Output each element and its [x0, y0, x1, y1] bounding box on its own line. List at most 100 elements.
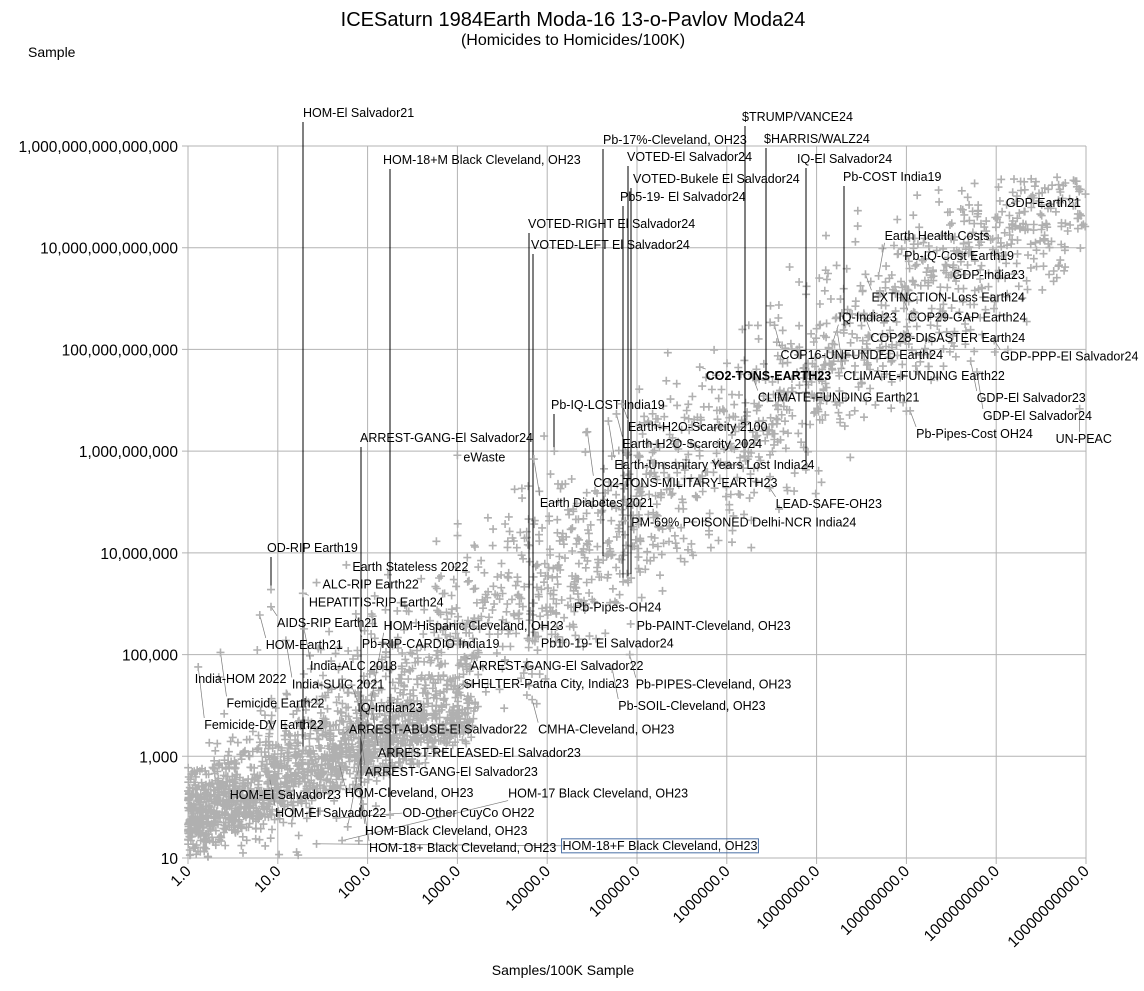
label-connector — [976, 371, 984, 410]
label-connector — [457, 683, 464, 690]
data-point-label: Earth Diabetes 2021 — [540, 496, 654, 510]
data-point-label: ARREST-GANG-El Salvador22 — [471, 659, 644, 673]
data-point-marker — [359, 800, 368, 809]
data-point-label: EXTINCTION-Loss Earth24 — [871, 290, 1025, 304]
data-point-marker — [839, 326, 848, 335]
data-point-label: Pb-IQ-LOST India19 — [551, 398, 665, 412]
data-point-label: COP29-GAP Earth24 — [908, 311, 1027, 325]
label-connector — [358, 786, 366, 824]
data-point-label: HOM-17 Black Cleveland, OH23 — [508, 787, 688, 801]
data-point-marker — [563, 601, 572, 610]
data-point-marker — [214, 673, 223, 682]
data-point-marker — [267, 602, 275, 611]
data-point-label: Earth Health Costs — [885, 229, 990, 243]
label-connector — [268, 775, 276, 807]
label-connector — [270, 606, 278, 616]
data-point-marker — [312, 578, 321, 587]
data-point-marker — [453, 451, 462, 460]
x-tick-label: 10.0 — [251, 863, 285, 897]
data-point-marker — [219, 788, 228, 797]
y-tick-label: 1,000 — [139, 749, 178, 766]
data-point-label: Pb-PAINT-Cleveland, OH23 — [637, 619, 791, 633]
label-connector — [362, 803, 370, 842]
label-connector — [611, 668, 619, 700]
label-connector — [197, 666, 205, 719]
data-point-label: HOM-Hispanic Cleveland, OH23 — [384, 619, 564, 633]
label-connector — [336, 812, 403, 819]
data-point-label: Earth-H2O-Scarcity 2024 — [622, 437, 762, 451]
data-point-label: Pb-SOIL-Cleveland, OH23 — [618, 699, 765, 713]
label-connector — [993, 340, 1001, 350]
data-point-label: VOTED-El Salvador24 — [627, 150, 752, 164]
data-point-marker — [761, 376, 770, 385]
label-connector — [769, 487, 776, 498]
leader-lines — [197, 122, 1081, 847]
label-connector — [863, 314, 871, 331]
data-point-label: eWaste — [463, 450, 505, 464]
data-point-label: GDP-PPP-El Salvador24 — [1000, 349, 1138, 363]
data-point-marker — [608, 665, 617, 674]
x-tick-label: 1000.0 — [419, 863, 465, 909]
data-point-marker — [765, 483, 774, 492]
data-point-label: HOM-Black Cleveland, OH23 — [365, 824, 528, 838]
data-point-marker — [267, 585, 275, 594]
x-tick-label: 10000000000.0 — [1005, 863, 1093, 951]
data-point-marker — [619, 577, 628, 586]
data-point-label: COP28-DISASTER Earth24 — [870, 331, 1025, 345]
data-point-marker — [265, 771, 274, 780]
data-point-label: India-SUIC 2021 — [292, 677, 384, 691]
data-point-label: HOM-El Salvador23 — [230, 788, 341, 802]
data-point-marker — [972, 367, 981, 376]
x-tick-label: 10000000.0 — [754, 863, 824, 933]
label-connector — [832, 324, 839, 344]
data-point-label: LEAD-SAFE-OH23 — [776, 497, 882, 511]
data-point-label: Pb10-19- El Salvador24 — [541, 637, 674, 651]
data-point-marker — [860, 310, 869, 319]
data-point-label: $TRUMP/VANCE24 — [742, 110, 853, 124]
chart-subtitle: (Homicides to Homicides/100K) — [461, 32, 685, 49]
data-point-label: $HARRIS/WALZ24 — [764, 132, 870, 146]
data-point-label: ARREST-ABUSE-El Salvador22 — [349, 722, 528, 736]
data-point-marker — [599, 556, 608, 565]
data-point-label: UN-PEAC — [1056, 432, 1112, 446]
label-connector — [220, 652, 227, 697]
data-point-marker — [747, 370, 756, 379]
data-point-label: India-ALC 2018 — [310, 659, 397, 673]
label-connector — [836, 331, 844, 370]
x-tick-label: 100000.0 — [586, 863, 644, 921]
data-point-marker — [861, 270, 870, 279]
data-point-label: Earth-H2O-Scarcity 2100 — [628, 420, 768, 434]
x-tick-label: 100000000.0 — [837, 863, 913, 939]
chart-title: ICESaturn 1984Earth Moda-16 13-o-Pavlov … — [341, 9, 806, 31]
label-connector — [901, 294, 909, 311]
data-point-marker — [300, 624, 309, 633]
data-point-marker — [334, 758, 343, 767]
data-point-label: CMHA-Cleveland, OH23 — [538, 723, 674, 737]
data-point-marker — [897, 290, 906, 299]
label-connector — [751, 374, 759, 391]
data-point-marker — [833, 328, 842, 337]
data-point-label: ARREST-GANG-El Salvador23 — [365, 765, 538, 779]
data-point-marker — [828, 339, 837, 348]
label-connector — [303, 628, 311, 659]
data-point-label: Pb5-19- El Salvador24 — [620, 190, 746, 204]
label-connector — [608, 421, 615, 459]
label-connector — [531, 699, 539, 723]
data-point-marker — [626, 619, 635, 628]
label-connector — [342, 800, 509, 841]
label-connector — [616, 413, 623, 437]
data-point-label: Pb-COST India19 — [843, 170, 941, 184]
grid — [182, 145, 1087, 864]
y-tick-label: 1,000,000,000,000,000 — [19, 139, 179, 156]
data-point-label: VOTED-LEFT El Salvador24 — [531, 238, 690, 252]
data-point-marker — [1075, 404, 1084, 413]
data-point-label: Pb-RIP-CARDIO India19 — [362, 637, 500, 651]
data-point-marker — [990, 336, 999, 345]
data-point-marker — [460, 652, 469, 661]
data-point-label: HOM-Earth21 — [266, 638, 343, 652]
data-point-label: COP16-UNFUNDED Earth24 — [781, 348, 944, 362]
data-point-label: GDP-Earth21 — [1006, 196, 1081, 210]
data-point-label: ALC-RIP Earth22 — [323, 578, 419, 592]
label-connector — [774, 325, 781, 349]
